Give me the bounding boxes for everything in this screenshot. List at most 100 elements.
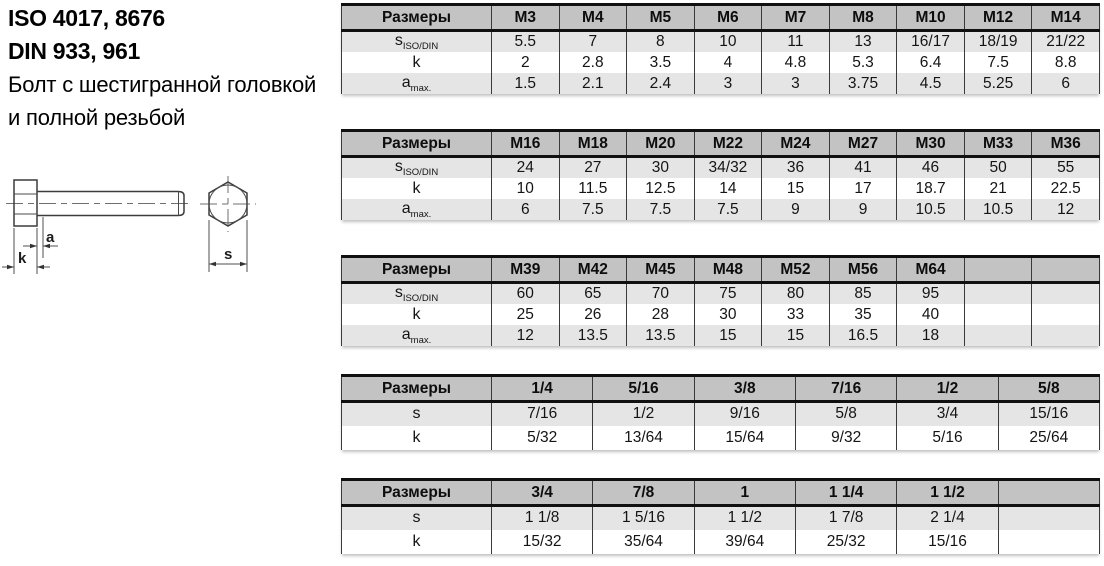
arrowhead <box>37 264 44 270</box>
value-cell: 2.8 <box>558 52 627 74</box>
dimension-s: s <box>209 246 247 267</box>
value-cell: 2 1/4 <box>896 505 999 530</box>
dimension-s-label: s <box>224 246 232 263</box>
row-label-cell: k <box>412 179 421 197</box>
column-header-cell: M3 <box>491 4 560 31</box>
header-row: Размеры 3/4 7/8 1 1 1/4 1 1/2 <box>341 479 1100 506</box>
value-cell: 1 7/8 <box>794 505 897 530</box>
value-cell: 21 <box>963 178 1032 200</box>
value-cell: 60 <box>491 282 560 305</box>
header-label-cell: Размеры <box>381 483 452 501</box>
size-table-metric-m16-m36: Размеры M16 M18 M20 M22 M24 M27 M30 M33 M36 sISO/D… <box>341 129 1100 221</box>
dimension-k-label: k <box>18 250 27 267</box>
value-cell: 33 <box>761 304 830 326</box>
value-cell: 14 <box>693 178 762 200</box>
value-cell: 9 <box>828 199 897 221</box>
value-cell: 18.7 <box>896 178 965 200</box>
value-cell: 11 <box>761 30 830 53</box>
value-cell: 9/16 <box>693 401 796 426</box>
row-label-cell: k <box>412 428 421 446</box>
column-header-cell: M14 <box>1031 4 1100 31</box>
value-cell: 80 <box>761 282 830 305</box>
column-header-cell: 3/8 <box>693 375 796 402</box>
column-header-cell: M8 <box>828 4 897 31</box>
data-row: sISO/DIN 60 65 70 75 80 85 95 <box>341 282 1100 305</box>
value-cell: 4.5 <box>896 73 965 95</box>
value-cell: 40 <box>896 304 965 326</box>
column-header-cell: 1 <box>693 479 796 506</box>
value-cell: 36 <box>761 156 830 179</box>
value-cell: 18/19 <box>963 30 1032 53</box>
column-header-cell: M56 <box>828 256 897 283</box>
value-cell: 1.5 <box>491 73 560 95</box>
value-cell: 34/32 <box>693 156 762 179</box>
head-facet-lines <box>14 193 37 215</box>
value-cell: 12.5 <box>626 178 695 200</box>
bolt-head-side <box>13 179 38 227</box>
column-header-cell: M33 <box>963 130 1032 157</box>
column-header-cell: 5/8 <box>997 375 1100 402</box>
value-cell: 16/17 <box>896 30 965 53</box>
column-header-cell: M22 <box>693 130 762 157</box>
size-table-imperial-quarter-to-fiveeighths: Размеры 1/4 5/16 3/8 7/16 1/2 5/8 s 7/16 1/2 9/16 5… <box>341 374 1100 450</box>
value-cell: 1 5/16 <box>592 505 695 530</box>
column-header-cell: M42 <box>558 256 627 283</box>
value-cell <box>1031 304 1100 326</box>
chamfer-circle <box>208 184 248 224</box>
column-header-cell: 5/16 <box>592 375 695 402</box>
value-cell: 30 <box>626 156 695 179</box>
value-cell: 35 <box>828 304 897 326</box>
value-cell: 24 <box>491 156 560 179</box>
value-cell: 15/16 <box>896 529 999 554</box>
value-cell: 5/16 <box>896 425 999 450</box>
header-label-cell: Размеры <box>381 260 452 278</box>
column-header-cell <box>997 479 1100 506</box>
data-row: amax. 1.5 2.1 2.4 3 3 3.75 4.5 5.25 6 <box>341 73 1100 95</box>
data-row: k 2 2.8 3.5 4 4.8 5.3 6.4 7.5 8.8 <box>341 52 1100 74</box>
data-row: k 25 26 28 30 33 35 40 <box>341 304 1100 326</box>
dimension-k: k <box>2 250 50 270</box>
value-cell <box>963 304 1032 326</box>
value-cell: 15 <box>693 325 762 347</box>
value-cell: 5/32 <box>490 425 593 450</box>
column-header-cell: M7 <box>761 4 830 31</box>
title-block: ISO 4017, 8676 DIN 933, 961 Болт с шести… <box>8 2 316 134</box>
value-cell: 13.5 <box>558 325 627 347</box>
value-cell: 17 <box>828 178 897 200</box>
column-header-cell: M12 <box>963 4 1032 31</box>
arrowhead <box>7 264 14 270</box>
value-cell: 46 <box>896 156 965 179</box>
value-cell: 55 <box>1031 156 1100 179</box>
value-cell: 8 <box>626 30 695 53</box>
data-row: sISO/DIN 5.5 7 8 10 11 13 16/17 18/19 21/22 <box>341 30 1100 53</box>
data-row: amax. 12 13.5 13.5 15 15 16.5 18 <box>341 325 1100 347</box>
value-cell: 4 <box>693 52 762 74</box>
data-row: s 7/16 1/2 9/16 5/8 3/4 15/16 <box>341 401 1100 426</box>
column-header-cell: M5 <box>626 4 695 31</box>
value-cell: 9/32 <box>794 425 897 450</box>
value-cell: 65 <box>558 282 627 305</box>
column-header-cell: M39 <box>491 256 560 283</box>
row-label-cell: k <box>412 532 421 550</box>
value-cell <box>1031 325 1100 347</box>
value-cell: 41 <box>828 156 897 179</box>
header-row: Размеры M16 M18 M20 M22 M24 M27 M30 M33 M36 <box>341 130 1100 157</box>
value-cell: 9 <box>761 199 830 221</box>
column-header-cell: M4 <box>558 4 627 31</box>
row-label-cell: k <box>412 305 421 323</box>
column-header-cell: M27 <box>828 130 897 157</box>
value-cell: 70 <box>626 282 695 305</box>
value-cell: 2 <box>491 52 560 74</box>
value-cell: 6.4 <box>896 52 965 74</box>
arrowhead <box>209 261 216 267</box>
row-label-cell: s <box>412 405 421 423</box>
value-cell: 10 <box>491 178 560 200</box>
arrowhead <box>240 261 247 267</box>
value-cell: 13/64 <box>592 425 695 450</box>
value-cell: 15/16 <box>997 401 1100 426</box>
value-cell: 13.5 <box>626 325 695 347</box>
standard-din-title: DIN 933, 961 <box>8 38 140 64</box>
size-table-metric-m39-m64: Размеры M39 M42 M45 M48 M52 M56 M64 sISO/DIN 60 65… <box>341 255 1100 347</box>
header-row: Размеры 1/4 5/16 3/8 7/16 1/2 5/8 <box>341 375 1100 402</box>
value-cell: 5.3 <box>828 52 897 74</box>
